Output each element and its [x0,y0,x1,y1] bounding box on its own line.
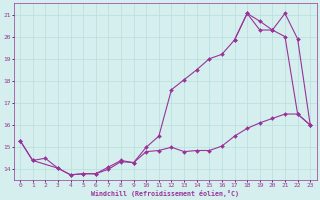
X-axis label: Windchill (Refroidissement éolien,°C): Windchill (Refroidissement éolien,°C) [91,190,239,197]
